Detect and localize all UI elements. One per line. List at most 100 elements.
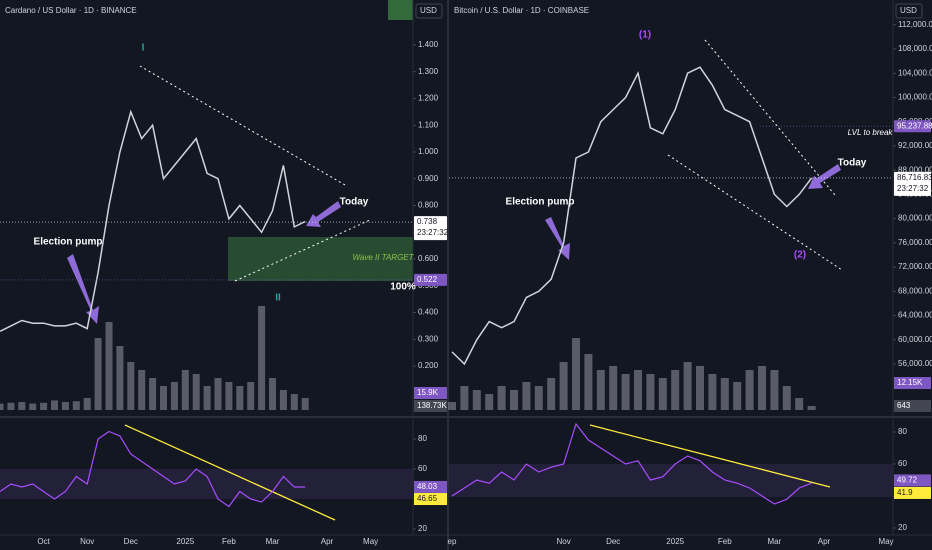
x-tick-label: Apr xyxy=(321,537,334,546)
rsi-label: 46.65 xyxy=(417,494,438,503)
volume-bar xyxy=(485,394,494,410)
x-tick-label: Dec xyxy=(124,537,138,546)
rsi-tick-label: 60 xyxy=(898,459,907,468)
rsi-label-box xyxy=(414,480,447,493)
y-tick-label: 1.100 xyxy=(418,120,439,129)
annotation: Today xyxy=(340,197,369,208)
volume-bar xyxy=(795,398,804,410)
volume-bar xyxy=(61,402,69,410)
y-tick-label: 60,000.00 xyxy=(898,335,932,344)
volume-label: 15.9K xyxy=(417,388,439,397)
volume-bar xyxy=(0,403,4,410)
countdown: 23:27:32 xyxy=(897,184,929,193)
volume-bar xyxy=(83,398,91,410)
volume-bar xyxy=(269,378,276,410)
rsi-tick-label: 60 xyxy=(418,464,427,473)
volume-bar xyxy=(460,386,469,410)
volume-bar xyxy=(18,402,26,410)
x-tick-label: Mar xyxy=(768,537,782,546)
rsi-label-box xyxy=(414,493,447,506)
rsi-trend-line xyxy=(124,424,336,521)
price-label: 86,716.83 xyxy=(897,173,932,182)
countdown: 23:27:32 xyxy=(417,228,449,237)
y-tick-label: 1.400 xyxy=(418,40,439,49)
volume-label-box xyxy=(414,387,447,399)
x-tick-label: Apr xyxy=(818,537,831,546)
volume-bar xyxy=(758,366,766,410)
arrow xyxy=(306,201,341,227)
volume-bar xyxy=(51,400,58,410)
volume-bar xyxy=(584,354,593,410)
y-tick-label: 104,000.00 xyxy=(898,68,932,77)
target-zone xyxy=(228,237,413,281)
rsi-line xyxy=(451,422,812,505)
price-label: 0.522 xyxy=(417,275,438,284)
volume-bar xyxy=(708,374,717,410)
volume-bar xyxy=(807,406,816,410)
annotation: 100% xyxy=(390,282,416,293)
rsi-band xyxy=(0,469,413,499)
annotation: I xyxy=(142,43,145,54)
volume-label-box xyxy=(894,377,931,389)
volume-bar xyxy=(301,398,309,410)
price-line xyxy=(0,109,306,332)
currency: USD xyxy=(420,6,437,15)
volume-label: 138.73K xyxy=(417,401,447,410)
y-tick-label: 64,000.00 xyxy=(898,311,932,320)
annotation: (2) xyxy=(794,250,806,261)
y-tick-label: 1.200 xyxy=(418,94,439,103)
volume-bar xyxy=(534,386,543,410)
volume-bar xyxy=(290,394,298,410)
rsi-tick-label: 80 xyxy=(898,427,907,436)
volume-bar xyxy=(94,338,102,410)
y-tick-label: 76,000.00 xyxy=(898,238,932,247)
y-tick-label: 1.300 xyxy=(418,67,439,76)
volume-bar xyxy=(720,378,729,410)
volume-bar xyxy=(29,403,37,410)
volume-bar xyxy=(621,374,630,410)
volume-bar xyxy=(181,370,189,410)
volume-bar xyxy=(572,338,580,410)
y-tick-label: 56,000.00 xyxy=(898,359,932,368)
rsi-trend-line xyxy=(589,424,831,488)
volume-bar xyxy=(497,386,506,410)
volume-bar xyxy=(170,382,178,410)
volume-bar xyxy=(203,386,211,410)
x-tick-label: ep xyxy=(448,537,457,546)
x-tick-label: Mar xyxy=(266,537,280,546)
annotation: (1) xyxy=(639,30,651,41)
trend-line xyxy=(704,39,836,196)
annotation: Election pump xyxy=(506,197,575,208)
y-tick-label: 100,000.00 xyxy=(898,93,932,102)
volume-bar xyxy=(7,402,15,410)
y-tick-label: 112,000.00 xyxy=(898,20,932,29)
price-line xyxy=(451,66,813,366)
volume-bar xyxy=(596,370,605,410)
chart-title: Bitcoin / U.S. Dollar · 1D · COINBASE xyxy=(454,6,589,15)
y-tick-label: 68,000.00 xyxy=(898,286,932,295)
volume-bar xyxy=(733,382,742,410)
price-label-box xyxy=(414,273,447,286)
volume-bar xyxy=(782,386,791,410)
currency-box xyxy=(415,3,443,19)
x-tick-label: Feb xyxy=(222,537,236,546)
volume-bar xyxy=(671,370,680,410)
currency: USD xyxy=(900,6,917,15)
volume-bar xyxy=(72,401,80,410)
volume-bar xyxy=(138,370,146,410)
y-tick-label: 1.000 xyxy=(418,147,439,156)
volume-bar xyxy=(510,390,518,410)
x-tick-label: Dec xyxy=(606,537,620,546)
volume-bar xyxy=(696,366,704,410)
rsi-label: 48.03 xyxy=(417,482,438,491)
volume-bar xyxy=(149,378,157,410)
x-tick-label: Nov xyxy=(80,537,94,546)
volume-bar xyxy=(225,382,233,410)
x-tick-label: Nov xyxy=(556,537,570,546)
volume-label: 643 xyxy=(897,401,911,410)
volume-bar xyxy=(646,374,655,410)
volume-bar xyxy=(770,370,779,410)
volume-label-box xyxy=(414,400,447,412)
rsi-tick-label: 80 xyxy=(418,434,427,443)
x-tick-label: 2025 xyxy=(666,537,684,546)
